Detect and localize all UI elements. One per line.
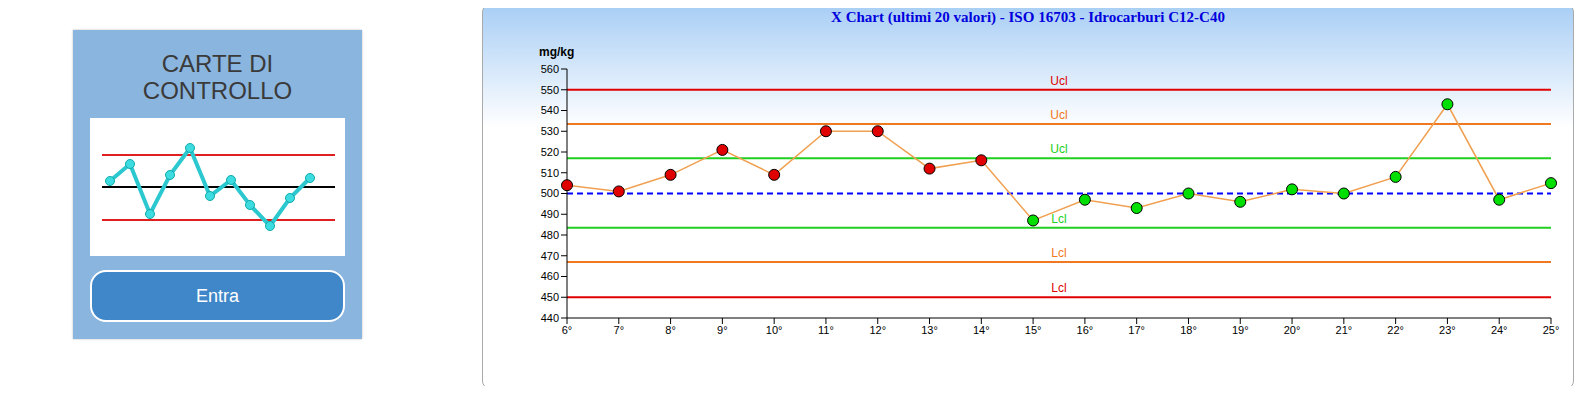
html-text:X Chart (ultimi 20 valori) - I: X Chart (ultimi 20 valori) - ISO 16703 -… bbox=[831, 9, 1225, 25]
svg-text:520: 520 bbox=[541, 146, 559, 158]
svg-text:460: 460 bbox=[541, 270, 559, 282]
svg-text:510: 510 bbox=[541, 167, 559, 179]
svg-text:Ucl: Ucl bbox=[1050, 74, 1067, 88]
svg-text:8°: 8° bbox=[665, 324, 676, 336]
svg-text:19°: 19° bbox=[1232, 324, 1249, 336]
svg-text:17°: 17° bbox=[1128, 324, 1145, 336]
svg-text:14°: 14° bbox=[973, 324, 990, 336]
svg-text:540: 540 bbox=[541, 104, 559, 116]
svg-text:530: 530 bbox=[541, 125, 559, 137]
html-text:mg/kg: mg/kg bbox=[539, 45, 575, 59]
svg-text:Lcl: Lcl bbox=[1051, 212, 1066, 226]
svg-text:10°: 10° bbox=[766, 324, 783, 336]
svg-text:480: 480 bbox=[541, 229, 559, 241]
svg-text:18°: 18° bbox=[1180, 324, 1197, 336]
svg-text:500: 500 bbox=[541, 187, 559, 199]
svg-text:23°: 23° bbox=[1439, 324, 1456, 336]
svg-text:16°: 16° bbox=[1077, 324, 1094, 336]
svg-text:Ucl: Ucl bbox=[1050, 142, 1067, 156]
svg-text:22°: 22° bbox=[1387, 324, 1404, 336]
svg-text:490: 490 bbox=[541, 208, 559, 220]
svg-text:450: 450 bbox=[541, 291, 559, 303]
svg-text:Ucl: Ucl bbox=[1050, 108, 1067, 122]
svg-text:6°: 6° bbox=[562, 324, 573, 336]
svg-text:9°: 9° bbox=[717, 324, 728, 336]
svg-text:21°: 21° bbox=[1336, 324, 1353, 336]
svg-text:7°: 7° bbox=[614, 324, 625, 336]
svg-text:Lcl: Lcl bbox=[1051, 246, 1066, 260]
svg-text:20°: 20° bbox=[1284, 324, 1301, 336]
svg-text:12°: 12° bbox=[869, 324, 886, 336]
svg-text:15°: 15° bbox=[1025, 324, 1042, 336]
svg-text:550: 550 bbox=[541, 84, 559, 96]
svg-text:470: 470 bbox=[541, 250, 559, 262]
svg-text:440: 440 bbox=[541, 312, 559, 324]
svg-text:560: 560 bbox=[541, 63, 559, 75]
html-text:Entra: Entra bbox=[196, 285, 239, 306]
html-text:CARTE DI: CARTE DI bbox=[161, 50, 274, 77]
svg-text:Lcl: Lcl bbox=[1051, 281, 1066, 295]
svg-text:11°: 11° bbox=[818, 324, 834, 336]
svg-text:24°: 24° bbox=[1491, 324, 1508, 336]
svg-text:13°: 13° bbox=[921, 324, 938, 336]
svg-text:25°: 25° bbox=[1543, 324, 1560, 336]
html-text:CONTROLLO: CONTROLLO bbox=[142, 77, 293, 104]
